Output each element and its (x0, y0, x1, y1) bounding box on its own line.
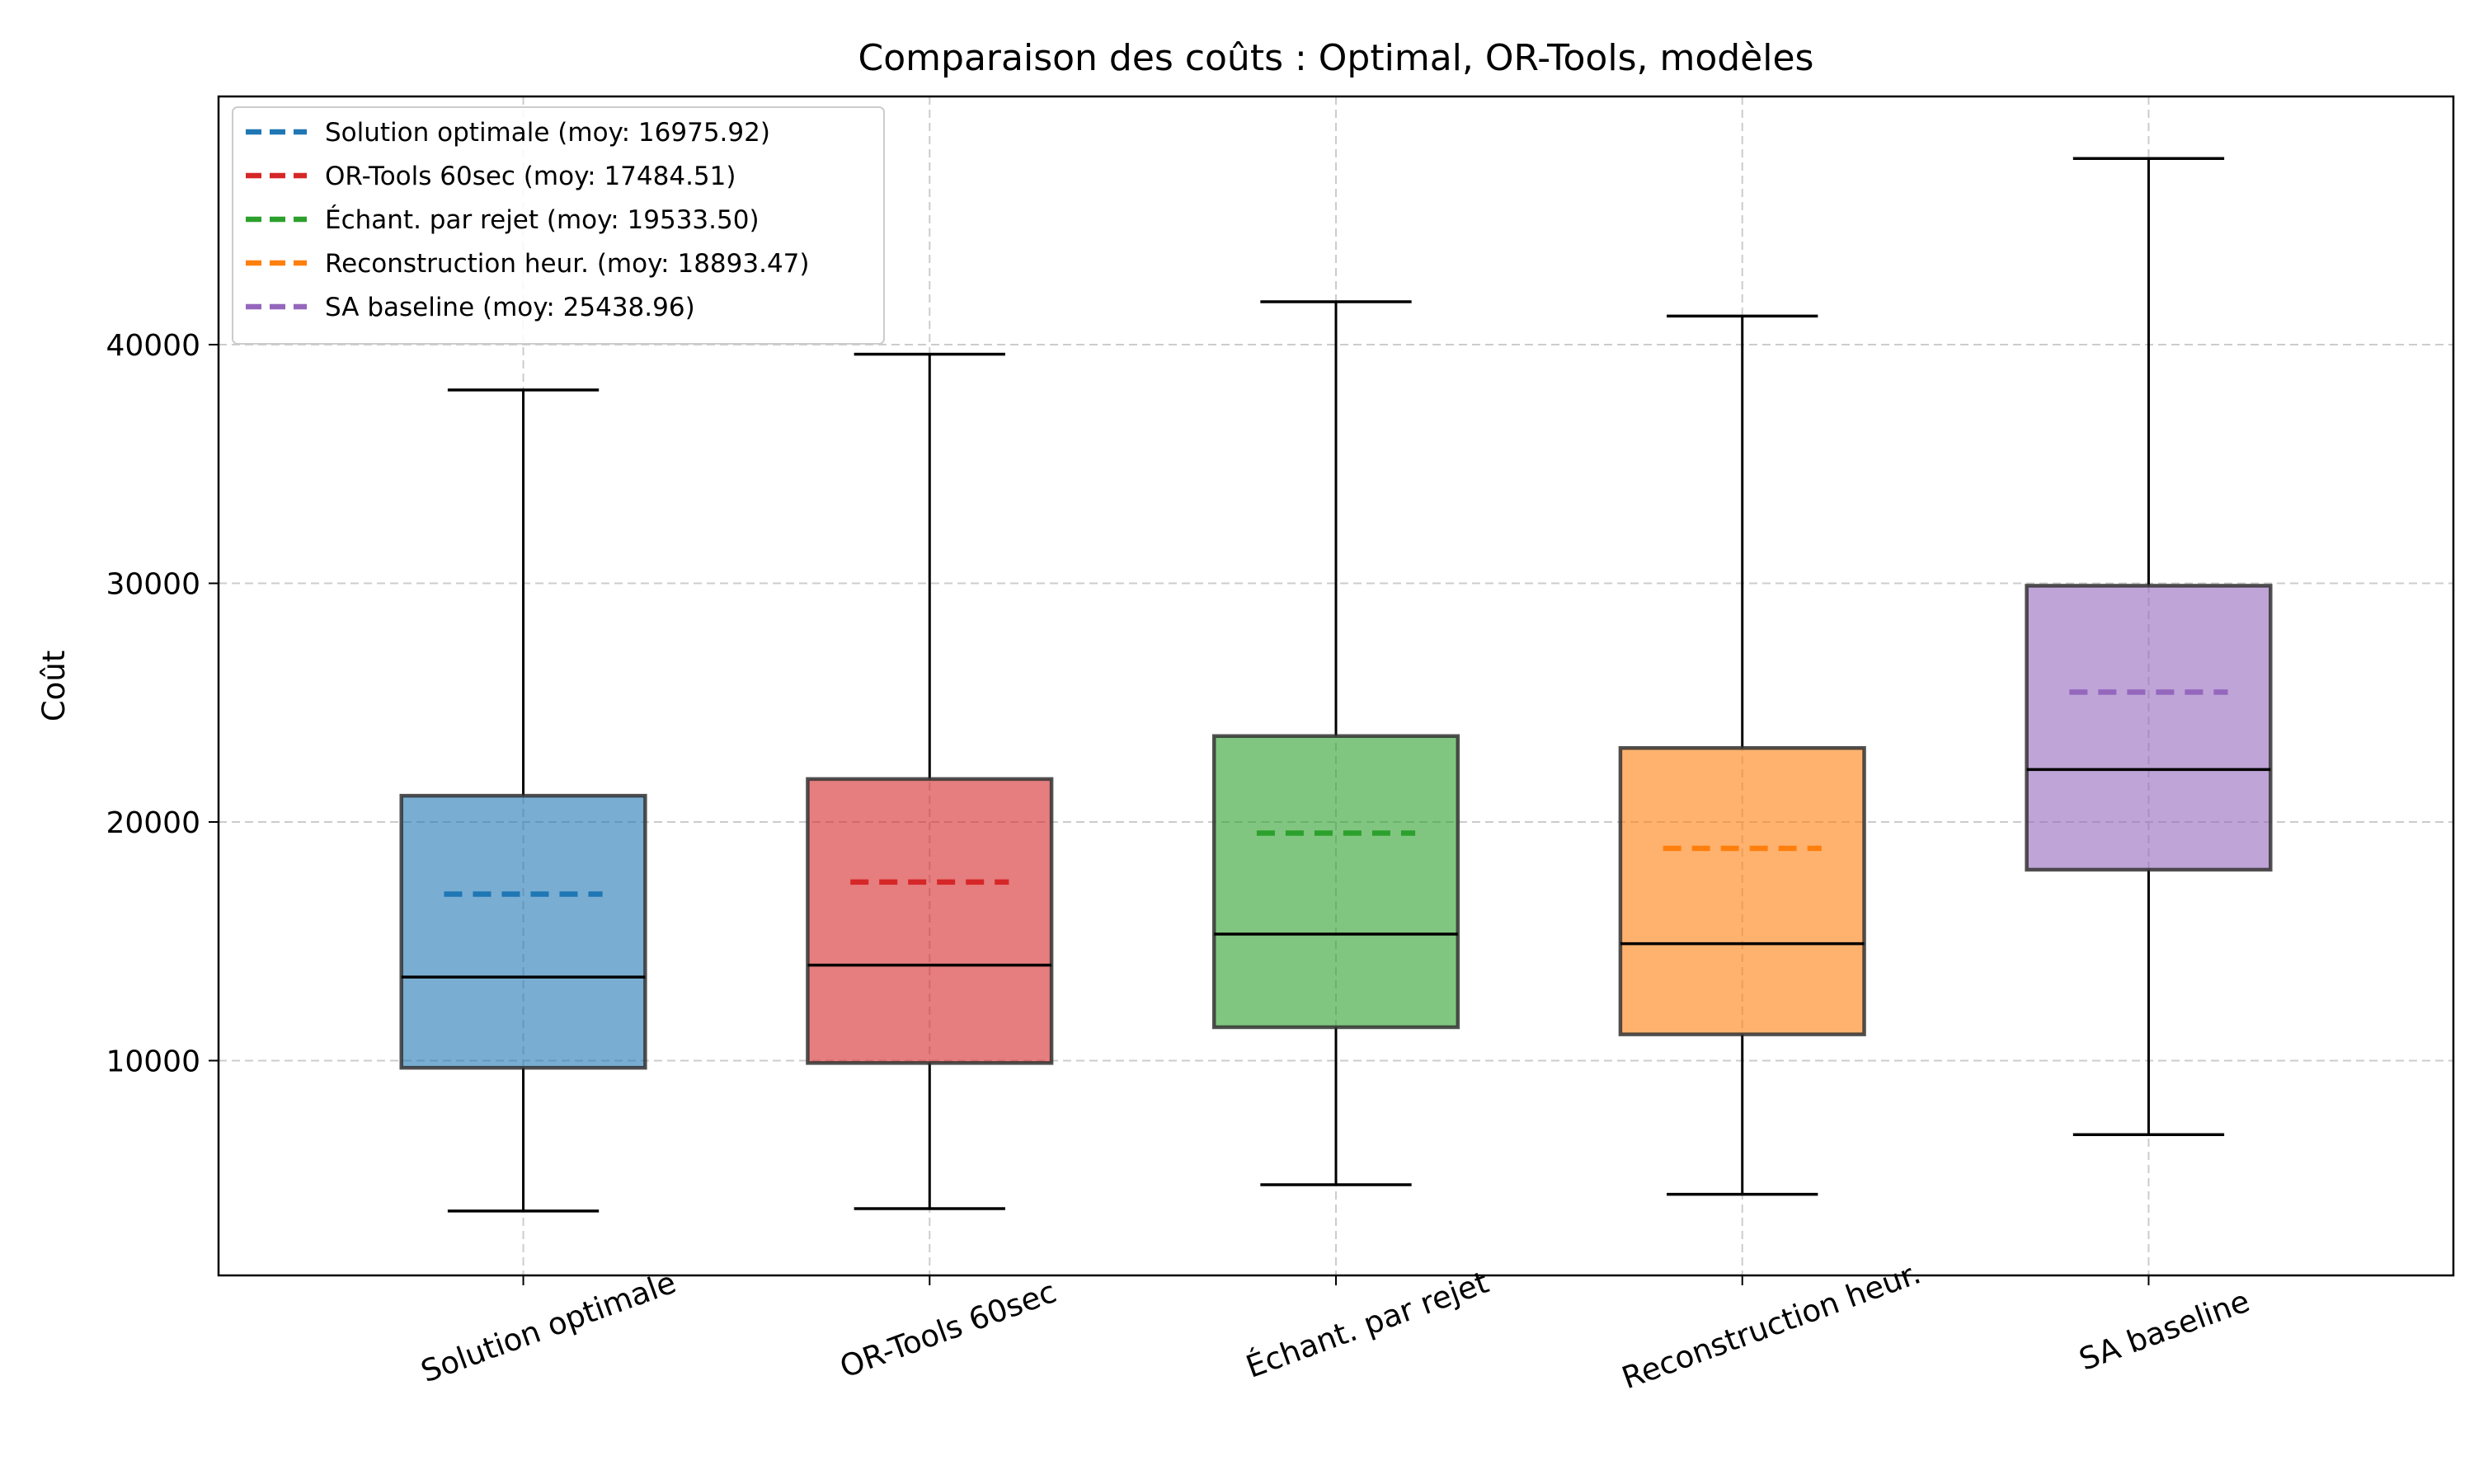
box-layer (399, 157, 2273, 1213)
y-tick-label: 10000 (106, 1045, 200, 1078)
iqr-box (806, 777, 1054, 1065)
iqr-box (2025, 584, 2273, 872)
legend-entry: SA baseline (moy: 25438.96) (325, 293, 695, 322)
iqr-box (1618, 746, 1866, 1036)
legend-entry: Échant. par rejet (moy: 19533.50) (325, 205, 760, 235)
legend-entry: Reconstruction heur. (moy: 18893.47) (325, 249, 810, 279)
legend-entry: Solution optimale (moy: 16975.92) (325, 118, 770, 148)
y-tick-label: 20000 (106, 806, 200, 840)
box-5 (2025, 157, 2273, 1136)
legend-entry: OR-Tools 60sec (moy: 17484.51) (325, 162, 736, 191)
box-1 (399, 388, 647, 1213)
box-3 (1211, 300, 1460, 1186)
box-2 (806, 352, 1054, 1210)
legend: Solution optimale (moy: 16975.92) OR-Tool… (232, 106, 885, 345)
box-4 (1618, 314, 1866, 1196)
y-tick-label: 40000 (106, 329, 200, 363)
iqr-box (399, 793, 647, 1070)
legend-box (232, 106, 885, 345)
chart-title: Comparaison des coûts : Optimal, OR-Tool… (858, 37, 1814, 79)
y-axis-label: Coût (36, 650, 72, 721)
y-tick-label: 30000 (106, 568, 200, 602)
iqr-box (1211, 734, 1460, 1030)
